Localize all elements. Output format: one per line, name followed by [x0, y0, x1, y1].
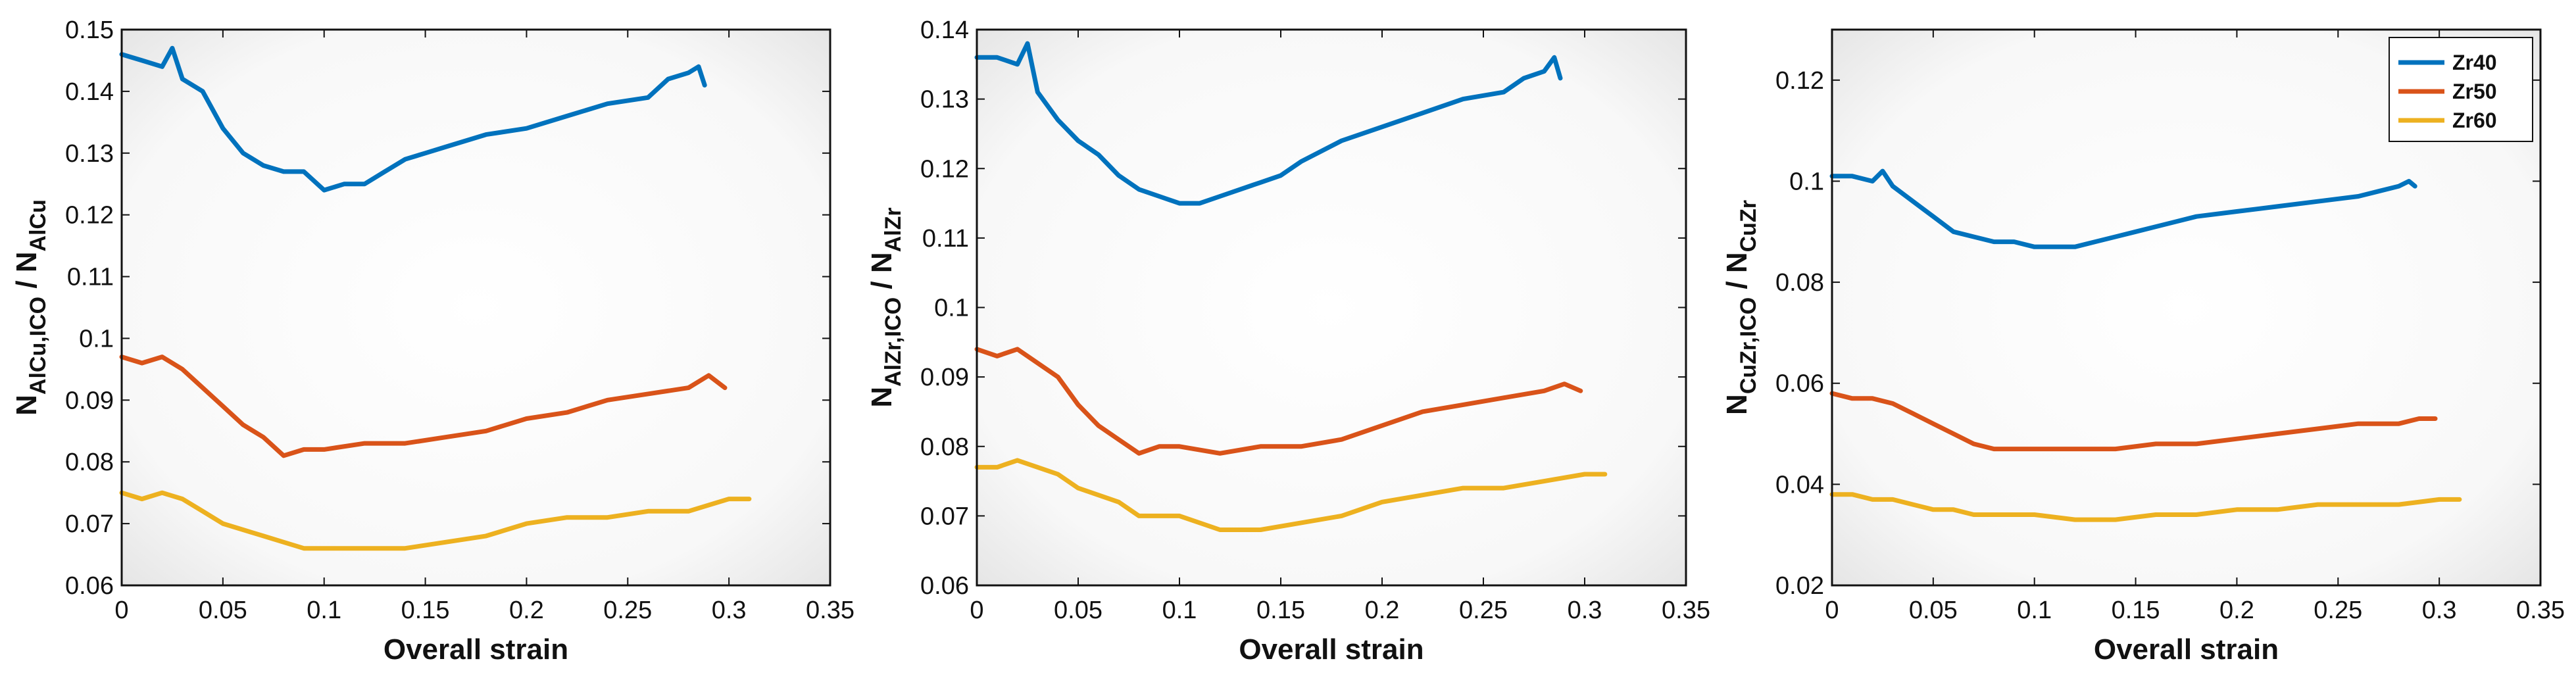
x-tick-label: 0.15 — [2112, 597, 2160, 624]
y-tick-label: 0.08 — [1775, 269, 1824, 297]
y-tick-label: 0.11 — [67, 264, 114, 291]
y-axis-label: NCuZr,ICO / NCuZr — [1721, 200, 1761, 415]
y-tick-label: 0.09 — [65, 387, 114, 414]
x-tick-label: 0.25 — [603, 597, 652, 624]
y-tick-label: 0.13 — [65, 140, 114, 168]
y-tick-label: 0.13 — [920, 86, 969, 114]
x-tick-label: 0.2 — [1365, 597, 1400, 624]
x-tick-label: 0.05 — [1909, 597, 1958, 624]
y-tick-label: 0.14 — [920, 16, 969, 44]
x-tick-label: 0.3 — [712, 597, 747, 624]
x-tick-label: 0.05 — [1054, 597, 1102, 624]
x-tick-label: 0.35 — [1662, 597, 1710, 624]
series-line-zr40 — [974, 41, 1563, 206]
x-tick-label: 0.15 — [401, 597, 450, 624]
y-tick-label: 0.04 — [1775, 471, 1824, 499]
series-line-zr60 — [119, 490, 752, 551]
plot-area — [977, 30, 1686, 585]
series-line-zr50 — [974, 347, 1583, 456]
chart-panel-2: 0 0.05 0.1 0.15 0.2 0.25 0.3 0.35 0.06 0.07 0.08 0.… — [866, 16, 1710, 666]
y-tick-label: 0.07 — [65, 510, 114, 538]
series-line-zr50 — [1829, 391, 2438, 452]
y-tick-label: 0.11 — [922, 225, 969, 253]
y-tick-label: 0.09 — [920, 364, 969, 391]
y-tick-label: 0.06 — [1775, 370, 1824, 398]
x-tick-label: 0.35 — [2516, 597, 2565, 624]
x-axis-label: Overall strain — [2094, 633, 2279, 666]
series-line-zr60 — [1829, 492, 2462, 522]
x-tick-label: 0.15 — [1256, 597, 1305, 624]
series-line-zr60 — [974, 458, 1608, 532]
legend: Zr40 Zr50 Zr60 — [2389, 37, 2533, 142]
x-tick-label: 0 — [114, 597, 128, 624]
y-tick-label: 0.08 — [920, 433, 969, 461]
y-axis-label: NAlZr,ICO / NAlZr — [866, 207, 906, 407]
y-tick-label: 0.14 — [65, 78, 114, 106]
x-tick-label: 0.1 — [307, 597, 341, 624]
x-tick-label: 0.3 — [2422, 597, 2457, 624]
y-tick-label: 0.08 — [65, 449, 114, 476]
x-tick-label: 0.05 — [199, 597, 247, 624]
y-tick-label: 0.06 — [65, 572, 114, 600]
x-tick-label: 0.2 — [2219, 597, 2254, 624]
legend-label-zr40: Zr40 — [2452, 51, 2497, 74]
legend-label-zr50: Zr50 — [2452, 80, 2497, 103]
y-tick-label: 0.1 — [79, 325, 114, 353]
y-tick-label: 0.12 — [1775, 67, 1824, 95]
y-tick-label: 0.12 — [65, 202, 114, 230]
legend-label-zr60: Zr60 — [2452, 109, 2497, 132]
x-axis-label: Overall strain — [1239, 633, 1424, 666]
y-tick-label: 0.12 — [920, 155, 969, 183]
y-tick-label: 0.06 — [920, 572, 969, 600]
x-tick-label: 0 — [970, 597, 983, 624]
series-line-zr40 — [119, 45, 707, 193]
x-tick-label: 0 — [1825, 597, 1839, 624]
x-tick-label: 0.25 — [2314, 597, 2362, 624]
x-tick-label: 0.1 — [1162, 597, 1197, 624]
y-tick-label: 0.07 — [920, 502, 969, 530]
y-axis-label: NAlCu,ICO / NAlCu — [11, 199, 51, 416]
axes-frame — [1831, 28, 2542, 587]
axes-frame — [120, 28, 831, 587]
y-tick-label: 0.1 — [934, 295, 969, 322]
x-tick-label: 0.2 — [509, 597, 544, 624]
x-tick-label: 0.3 — [1568, 597, 1602, 624]
x-tick-label: 0.35 — [806, 597, 855, 624]
chart-panel-3: 0 0.05 0.1 0.15 0.2 0.25 0.3 0.35 0.02 0.04 0.06 0.… — [1721, 28, 2565, 666]
x-tick-label: 0.25 — [1459, 597, 1508, 624]
axes-frame — [976, 28, 1687, 587]
y-tick-label: 0.02 — [1775, 572, 1824, 600]
series-line-zr50 — [119, 355, 728, 458]
plot-area — [122, 30, 830, 585]
x-axis-label: Overall strain — [384, 633, 568, 666]
y-tick-label: 0.15 — [65, 16, 114, 44]
y-tick-label: 0.1 — [1789, 168, 1824, 195]
chart-panel-1: 0 0.05 0.1 0.15 0.2 0.25 0.3 0.35 0.06 0.07 0.08 0.… — [11, 16, 855, 666]
series-line-zr40 — [1829, 168, 2417, 249]
x-tick-label: 0.1 — [2017, 597, 2052, 624]
